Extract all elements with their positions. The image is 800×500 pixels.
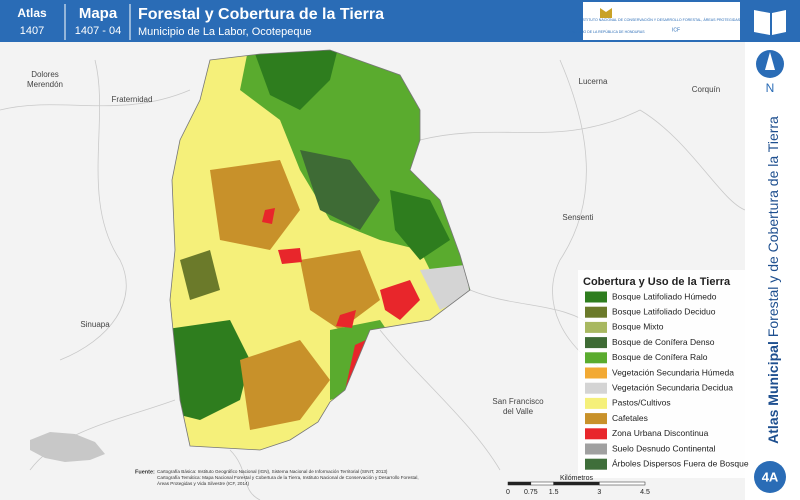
- land-cover: [300, 150, 380, 230]
- scale-unit: Kilómetros: [560, 475, 594, 482]
- north-arrow-needle: [765, 52, 775, 70]
- place-label: Merendón: [27, 80, 63, 89]
- legend-swatch: [585, 352, 607, 364]
- legend-swatch: [585, 337, 607, 349]
- atlas-label: Atlas: [17, 6, 47, 20]
- legend-label: Bosque de Conífera Ralo: [612, 352, 708, 362]
- place-label: Dolores: [31, 70, 59, 79]
- scale-tick-label: 0.75: [524, 489, 538, 496]
- legend-label: Vegetación Secundaria Decidua: [612, 382, 733, 392]
- land-cover: [180, 250, 220, 300]
- map-label: Mapa: [79, 5, 118, 22]
- vertical-title: Atlas Municipal Forestal y de Cobertura d…: [765, 116, 781, 444]
- coat-of-arms: [600, 8, 612, 18]
- scale-segment: [530, 481, 554, 486]
- legend-swatch: [585, 306, 607, 318]
- north-label: N: [766, 81, 775, 95]
- municipality-outline: [169, 49, 471, 451]
- land-cover: [170, 320, 250, 420]
- sidebar: [745, 42, 800, 500]
- legend-swatch: [585, 367, 607, 379]
- place-label: Fraternidad: [112, 95, 153, 104]
- government-text: GOBIERNO DE LA REPÚBLICA DE HONDURAS: [567, 30, 645, 34]
- land-cover: [250, 50, 340, 110]
- map-title: Forestal y Cobertura de la Tierra: [138, 6, 384, 23]
- scale-bar: 0 0.75 1.5 3 4.5 Kilómetros: [506, 475, 650, 496]
- vertical-title-rest: Forestal y de Cobertura de la Tierra: [765, 116, 781, 337]
- logos-box: [583, 2, 740, 40]
- land-cover: [336, 310, 356, 328]
- place-label: San Francisco: [492, 397, 544, 406]
- legend-label: Bosque de Conífera Denso: [612, 337, 715, 347]
- legend-swatch: [585, 397, 607, 409]
- scale-segment: [553, 481, 600, 486]
- legend-swatch: [585, 458, 607, 470]
- land-cover: [210, 160, 300, 250]
- legend-swatch: [585, 428, 607, 440]
- source-line: Áreas Protegidas y Vida Silvestre (ICF, …: [157, 480, 250, 486]
- institute-text: INSTITUTO NACIONAL DE CONSERVACIÓN Y DES…: [579, 17, 774, 22]
- scale-segment: [507, 481, 532, 486]
- place-label: Sensenti: [562, 213, 593, 222]
- legend-swatch: [585, 443, 607, 455]
- scale-tick-label: 0: [506, 489, 510, 496]
- scale-tick-label: 1.5: [549, 489, 559, 496]
- legend-title: Cobertura y Uso de la Tierra: [583, 276, 731, 288]
- map-number: 1407 - 04: [75, 25, 121, 37]
- legend-swatch: [585, 291, 607, 303]
- legend-label: Bosque Latifoliado Húmedo: [612, 291, 717, 301]
- book-icon: [754, 10, 786, 35]
- legend-label: Bosque Mixto: [612, 322, 664, 332]
- source: Fuente: Cartografía Básica: Instituto Ge…: [135, 469, 419, 486]
- legend-label: Bosque Latifoliado Deciduo: [612, 306, 716, 316]
- institute-acronym: ICF: [672, 27, 680, 33]
- boundaries: [0, 59, 746, 500]
- atlas-number: 1407: [20, 25, 44, 37]
- land-cover: [380, 280, 420, 320]
- place-label: del Valle: [503, 407, 534, 416]
- land-cover: [262, 208, 275, 224]
- place-label: Lucerna: [579, 77, 608, 86]
- place-label: Corquín: [692, 85, 720, 94]
- scale-tick-label: 3: [597, 489, 601, 496]
- legend-items: Bosque Latifoliado Húmedo Bosque Latifoli…: [585, 291, 749, 470]
- land-cover: [278, 248, 302, 264]
- scale-tick-label: 4.5: [640, 489, 650, 496]
- map-subtitle: Municipio de La Labor, Ocotepeque: [138, 26, 312, 38]
- land-cover: [300, 250, 380, 330]
- legend-label: Árboles Dispersos Fuera de Bosque: [612, 458, 749, 468]
- place-label: Sinuapa: [80, 320, 110, 329]
- legend-label: Pastos/Cultivos: [612, 398, 671, 408]
- legend-label: Zona Urbana Discontinua: [612, 428, 709, 438]
- land-cover: [390, 190, 450, 260]
- source-label: Fuente:: [135, 469, 155, 475]
- legend-swatch: [585, 413, 607, 425]
- legend-label: Suelo Desnudo Continental: [612, 443, 716, 453]
- vertical-title-bold: Atlas Municipal: [765, 341, 781, 444]
- source-line: Cartografía Temática: Mapa Nacional Fore…: [157, 475, 419, 480]
- inset-map: [30, 432, 105, 462]
- legend-swatch: [585, 321, 607, 333]
- legend-swatch: [585, 382, 607, 394]
- badge: [754, 461, 786, 493]
- land-cover: [420, 265, 470, 310]
- legend-label: Vegetación Secundaria Húmeda: [612, 367, 734, 377]
- scale-segment: [599, 481, 646, 486]
- legend-label: Cafetales: [612, 413, 648, 423]
- badge-label: 4A: [762, 469, 779, 484]
- source-line: Cartografía Básica: Instituto Geográfico…: [157, 469, 388, 474]
- land-cover: [240, 340, 330, 430]
